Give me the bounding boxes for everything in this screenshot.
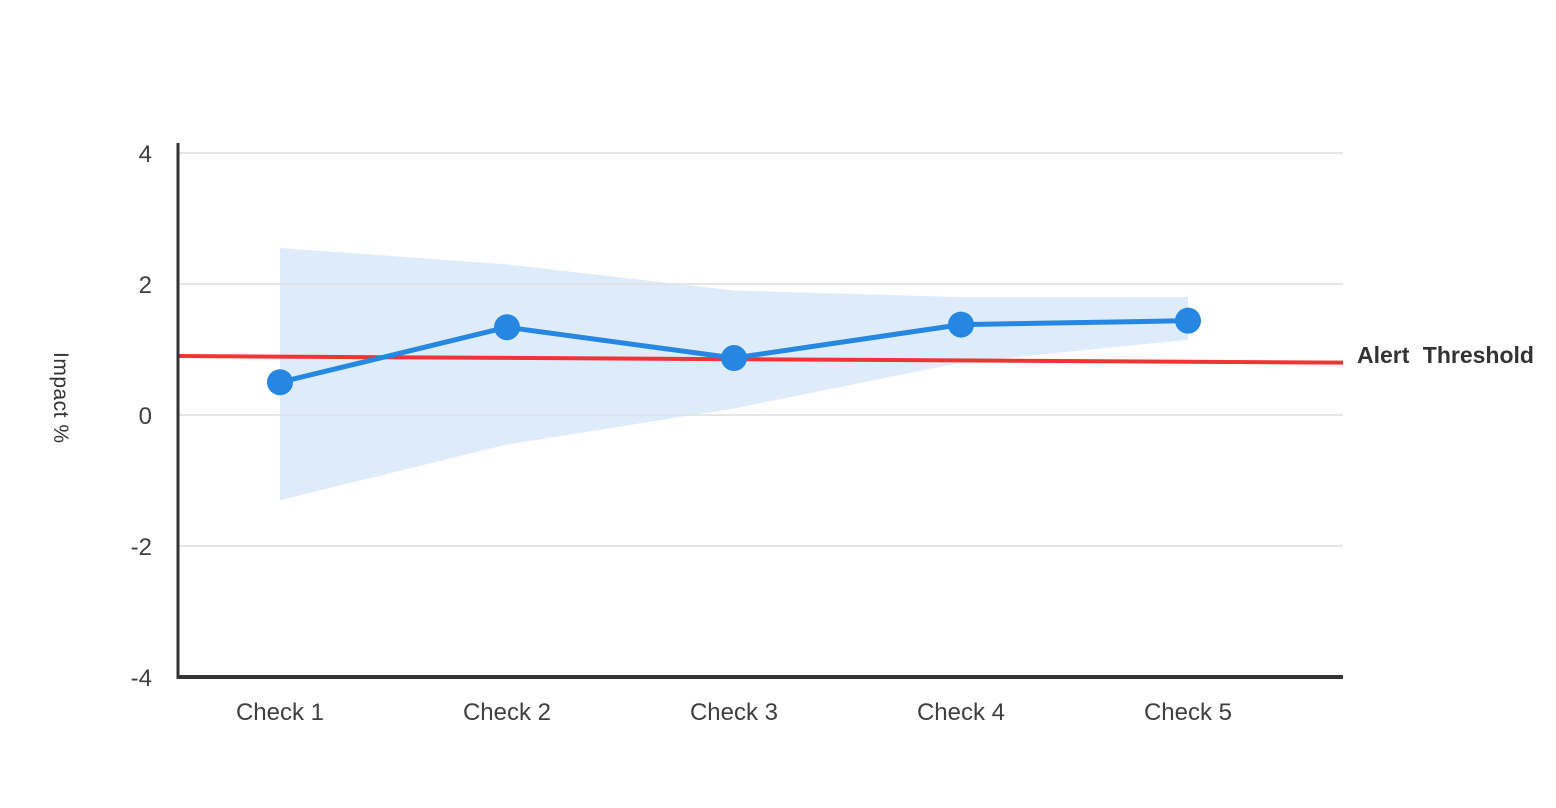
data-point-check-2 [494, 314, 520, 341]
data-point-check-5 [1175, 307, 1201, 334]
data-point-check-4 [948, 311, 974, 338]
y-axis-title: Impact % [49, 352, 72, 444]
x-tick-label-5: Check 5 [1144, 699, 1232, 726]
alert-threshold-line [177, 354, 1344, 365]
x-tick-label-2: Check 2 [463, 699, 551, 726]
y-tick-label--4: -4 [131, 665, 152, 692]
y-tick-label-2: 2 [139, 272, 152, 299]
y-tick-label-0: 0 [139, 403, 152, 430]
data-point-check-1 [267, 369, 293, 396]
x-tick-label-4: Check 4 [917, 699, 1005, 726]
y-tick-label--2: -2 [131, 534, 152, 561]
data-point-check-3 [721, 345, 747, 372]
confidence-band [280, 247, 1188, 501]
x-tick-label-3: Check 3 [690, 699, 778, 726]
alert-threshold-label: Alert Threshold [1357, 342, 1534, 368]
x-tick-label-1: Check 1 [236, 699, 324, 726]
y-tick-label-4: 4 [139, 141, 152, 168]
